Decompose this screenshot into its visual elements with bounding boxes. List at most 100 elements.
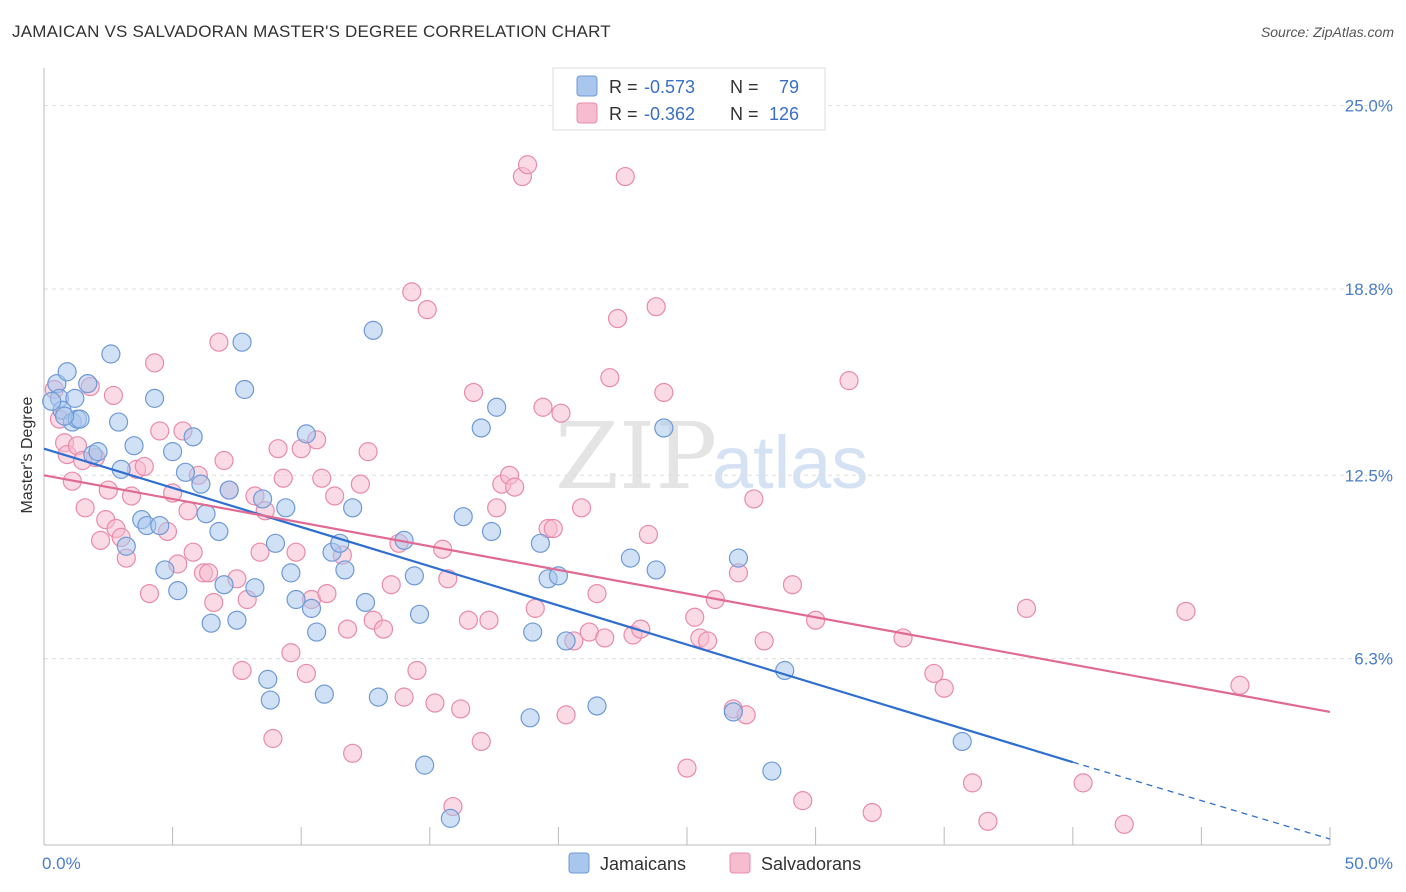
series-jamaicans-points <box>42 320 972 828</box>
watermark-zip: ZIP <box>555 403 717 510</box>
salvadorans-point-31 <box>209 332 229 352</box>
salvadorans-point-51 <box>325 486 345 506</box>
jamaicans-point-26 <box>196 504 216 524</box>
salvadorans-point-118 <box>978 811 998 831</box>
salvadorans-point-74 <box>487 498 507 518</box>
jamaicans-point-63 <box>523 622 543 642</box>
salvadorans-point-115 <box>924 663 944 684</box>
y-axis-label: Master's Degree <box>19 396 36 513</box>
salvadorans-point-17 <box>134 456 154 477</box>
jamaicans-point-12 <box>108 412 129 432</box>
jamaicans-point-62 <box>520 708 540 728</box>
jamaicans-point-77 <box>42 391 62 411</box>
salvadorans-point-65 <box>425 693 445 713</box>
jamaicans-point-33 <box>235 379 255 400</box>
salvadorans-point-26 <box>183 542 203 562</box>
jamaicans-point-44 <box>307 622 327 642</box>
salvadorans-point-64 <box>417 300 437 320</box>
salvadorans-point-62 <box>402 282 422 302</box>
salvadorans-point-63 <box>407 660 427 681</box>
salvadorans-point-67 <box>438 569 458 589</box>
salvadorans-point-25 <box>178 501 198 521</box>
y-tick-label-3: 25.0% <box>1345 97 1393 116</box>
legend-r-salvadorans: -0.362 <box>644 104 695 124</box>
salvadorans-point-122 <box>1176 601 1196 621</box>
jamaicans-point-28 <box>209 521 229 542</box>
salvadorans-point-96 <box>638 524 659 545</box>
salvadorans-point-18 <box>139 583 160 604</box>
salvadorans-point-77 <box>505 477 525 497</box>
jamaicans-point-73 <box>728 548 749 568</box>
bottom-legend-swatch-jamaicans <box>568 852 590 874</box>
salvadorans-point-102 <box>697 631 718 651</box>
salvadorans-point-73 <box>479 610 499 630</box>
salvadorans-point-99 <box>677 758 697 778</box>
salvadorans-point-120 <box>1073 773 1093 793</box>
jamaicans-point-30 <box>219 480 239 500</box>
salvadorans-point-41 <box>268 439 288 459</box>
salvadorans-point-55 <box>350 474 370 494</box>
legend-swatch-salvadorans <box>576 102 598 124</box>
source-credit: Source: ZipAtlas.com <box>1260 24 1394 40</box>
jamaicans-point-3 <box>57 362 77 382</box>
salvadorans-point-90 <box>595 628 615 648</box>
salvadorans-point-95 <box>631 619 651 639</box>
salvadorans-point-32 <box>214 450 234 471</box>
bottom-legend-swatch-salvadorans <box>729 852 751 874</box>
salvadorans-point-84 <box>551 403 571 423</box>
jamaicans-point-23 <box>175 462 196 482</box>
salvadorans-point-125 <box>98 480 118 500</box>
jamaicans-point-35 <box>253 489 273 509</box>
legend-box <box>552 67 826 131</box>
jamaicans-point-25 <box>191 474 211 494</box>
jamaicans-point-19 <box>150 515 170 536</box>
jamaicans-point-78 <box>54 406 75 426</box>
jamaicans-point-67 <box>556 631 576 651</box>
salvadorans-point-43 <box>281 643 301 663</box>
jamaicans-point-40 <box>281 563 301 583</box>
jamaicans-point-24 <box>183 427 203 447</box>
jamaicans-point-42 <box>296 424 316 444</box>
salvadorans-point-9 <box>90 530 111 550</box>
salvadorans-point-83 <box>543 518 563 539</box>
salvadorans-point-113 <box>862 802 882 823</box>
jamaicans-point-70 <box>646 560 666 580</box>
salvadorans-point-58 <box>373 619 394 639</box>
jamaicans-point-56 <box>415 755 435 775</box>
jamaicans-point-36 <box>258 669 278 689</box>
x-tick-min: 0.0% <box>42 854 81 873</box>
salvadorans-point-81 <box>533 397 553 417</box>
salvadorans-point-92 <box>607 308 628 329</box>
legend-n-label-salvadorans: N = <box>730 104 759 124</box>
y-tick-label-1: 12.5% <box>1345 466 1393 485</box>
jamaicans-point-51 <box>363 320 383 340</box>
jamaicans-point-34 <box>245 578 265 598</box>
jamaicans-point-32 <box>232 332 252 352</box>
jamaicans-point-27 <box>201 613 221 633</box>
salvadorans-point-30 <box>204 592 224 613</box>
legend-n-jamaicans: 79 <box>779 77 799 97</box>
jamaicans-point-5 <box>65 388 85 408</box>
salvadorans-point-112 <box>839 371 859 391</box>
salvadorans-point-29 <box>199 563 219 583</box>
salvadorans-point-85 <box>556 705 576 725</box>
salvadorans-point-97 <box>646 297 666 317</box>
salvadorans-point-117 <box>962 773 983 793</box>
salvadorans-point-50 <box>317 583 337 604</box>
salvadorans-point-80 <box>525 598 545 618</box>
salvadorans-point-116 <box>934 678 954 698</box>
jamaicans-point-8 <box>78 374 98 394</box>
salvadorans-point-59 <box>381 575 401 595</box>
jamaicans-point-68 <box>587 696 607 716</box>
salvadorans-point-46 <box>296 663 316 684</box>
legend-n-salvadorans: 126 <box>769 104 799 124</box>
salvadorans-point-56 <box>358 442 378 462</box>
jamaicans-point-22 <box>168 581 188 601</box>
salvadorans-point-70 <box>458 610 478 630</box>
legend-r-label-jamaicans: R = <box>609 77 638 97</box>
salvadorans-point-119 <box>1016 598 1037 618</box>
salvadorans-point-40 <box>263 728 283 749</box>
series-legend: Jamaicans Salvadorans <box>568 852 861 874</box>
bottom-legend-salvadorans: Salvadorans <box>761 854 861 874</box>
salvadorans-point-100 <box>685 607 705 627</box>
